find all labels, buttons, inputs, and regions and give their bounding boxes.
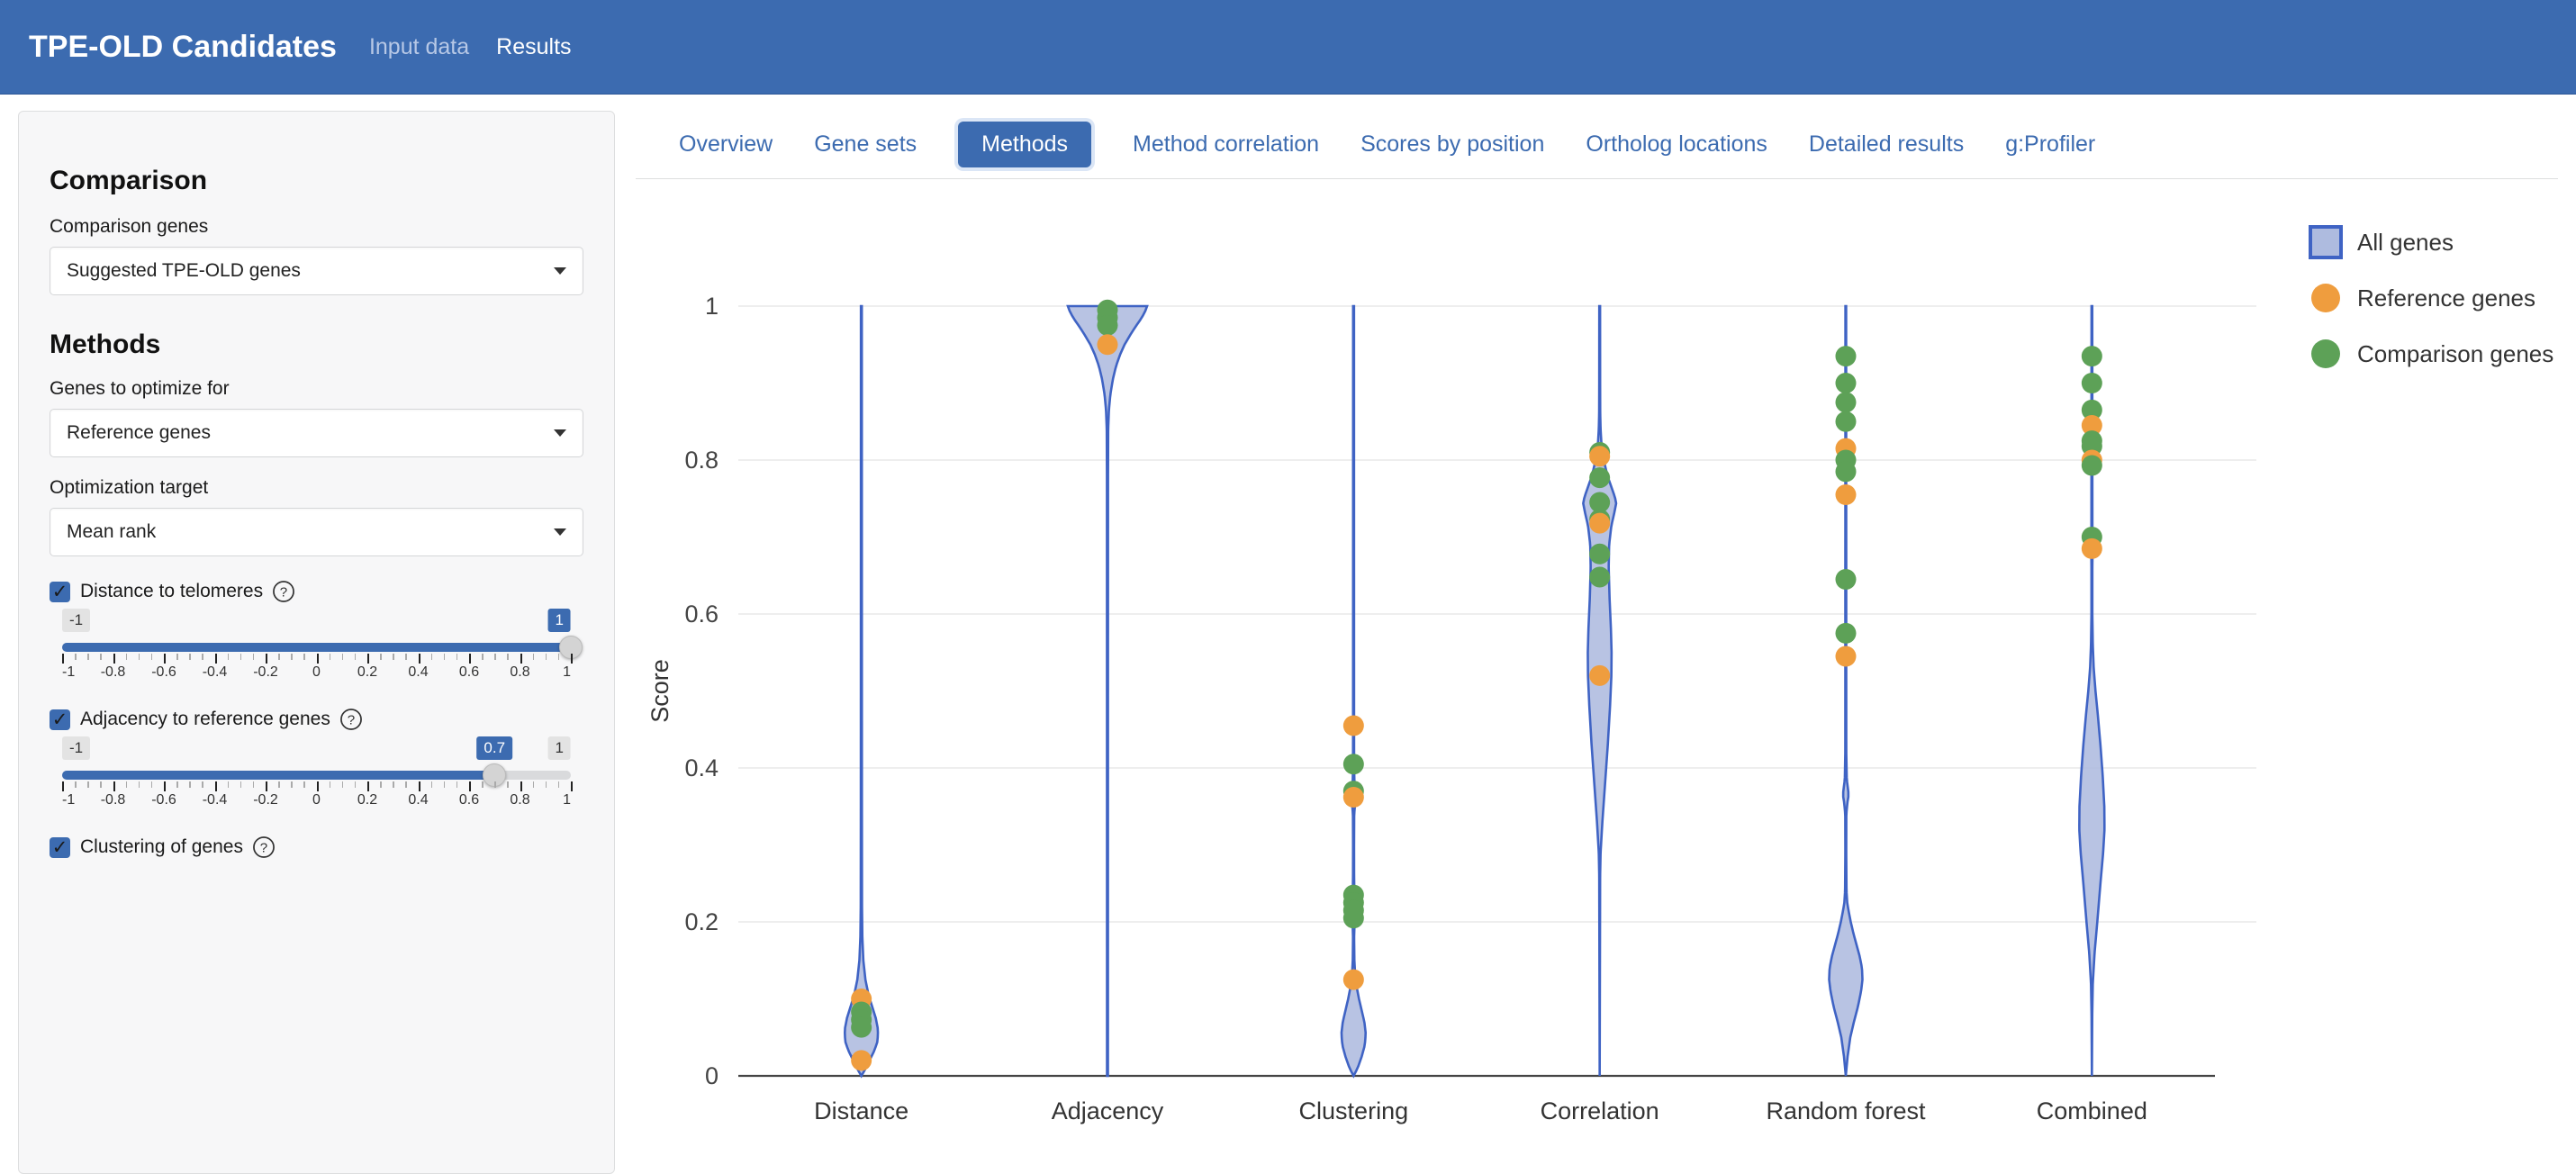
svg-text:0.4: 0.4 [684, 754, 719, 781]
svg-text:0.6: 0.6 [684, 601, 719, 628]
svg-text:0.2: 0.2 [684, 908, 719, 935]
svg-text:Adjacency: Adjacency [1052, 1097, 1164, 1124]
svg-text:Score: Score [646, 659, 673, 723]
svg-text:Correlation: Correlation [1541, 1097, 1659, 1124]
svg-text:0: 0 [705, 1062, 719, 1089]
svg-text:1: 1 [705, 293, 719, 320]
svg-text:0.8: 0.8 [684, 447, 719, 474]
svg-text:Comparison genes: Comparison genes [2357, 340, 2553, 367]
svg-text:?: ? [260, 840, 267, 855]
svg-text:Reference genes: Reference genes [2357, 284, 2535, 312]
svg-text:All genes: All genes [2357, 229, 2454, 256]
svg-text:?: ? [280, 584, 287, 600]
svg-text:?: ? [348, 712, 355, 727]
svg-text:Clustering: Clustering [1299, 1097, 1409, 1124]
svg-text:Random forest: Random forest [1766, 1097, 1926, 1124]
svg-text:Distance: Distance [814, 1097, 908, 1124]
svg-text:Combined: Combined [2037, 1097, 2147, 1124]
